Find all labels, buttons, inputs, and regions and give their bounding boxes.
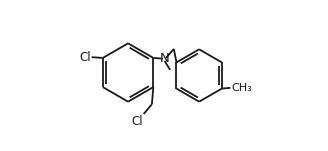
- Text: N: N: [159, 52, 169, 65]
- Text: Cl: Cl: [132, 115, 143, 128]
- Text: CH₃: CH₃: [232, 83, 253, 93]
- Text: Cl: Cl: [79, 51, 91, 64]
